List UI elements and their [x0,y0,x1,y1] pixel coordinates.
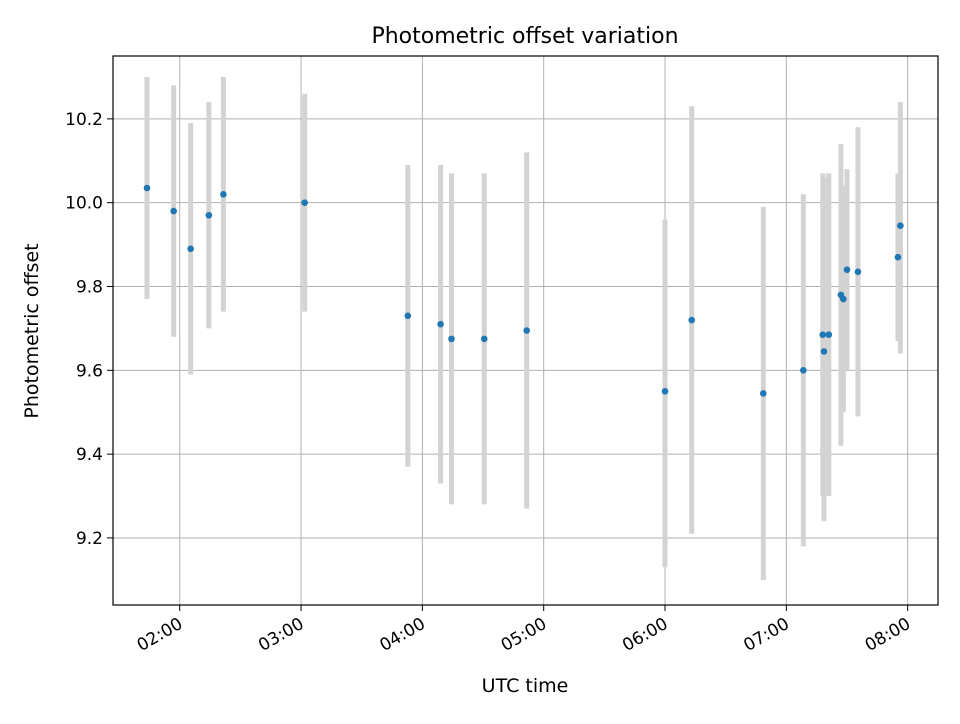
data-point [187,245,194,253]
data-point [143,184,151,192]
data-point [523,327,531,334]
y-tick-label: 10.2 [65,110,103,130]
data-point [448,335,455,343]
x-axis-label: UTC time [482,675,569,697]
chart-title: Photometric offset variation [371,24,678,49]
y-tick-label: 9.6 [76,361,103,381]
data-point [840,295,847,303]
data-point [480,335,488,343]
data-point [404,312,412,320]
data-point [661,387,669,395]
point-layer [143,184,904,397]
data-point [825,331,833,338]
y-tick-label: 9.4 [76,445,103,465]
data-point [843,266,851,274]
y-axis: 9.2 9.4 9.6 9.8 10.0 10.2 [65,110,113,549]
y-tick-label: 10.0 [65,194,103,214]
data-point [800,367,807,374]
data-point [220,190,227,198]
y-tick-label: 9.8 [76,277,103,297]
data-point [437,320,444,328]
data-point [205,211,213,219]
y-tick-label: 9.2 [76,529,103,549]
data-point [759,390,767,397]
data-point [688,316,696,324]
plot-frame [112,55,939,606]
data-point [854,268,862,276]
data-point [894,253,902,261]
data-point [897,222,904,230]
data-point [301,199,308,206]
data-point [170,207,177,215]
data-point [819,331,827,338]
y-axis-label: Photometric offset [21,243,43,418]
data-point [820,348,828,355]
